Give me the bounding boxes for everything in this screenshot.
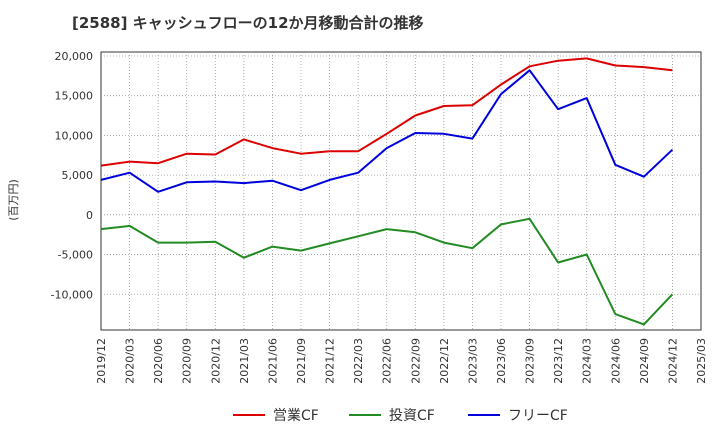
y-axis-label: (百万円) [7, 179, 20, 221]
x-tick-label: 2021/03 [238, 338, 251, 384]
legend-label: 営業CF [273, 408, 319, 424]
x-tick-label: 2022/03 [352, 338, 365, 384]
chart-title: [2588] キャッシュフローの12か月移動合計の推移 [72, 14, 424, 32]
x-tick-label: 2020/12 [209, 338, 222, 384]
y-tick-label: -5,000 [58, 249, 93, 262]
y-tick-label: 10,000 [55, 129, 94, 142]
x-tick-label: 2023/03 [466, 338, 479, 384]
x-tick-label: 2022/06 [381, 338, 394, 384]
series-line [100, 57, 673, 167]
x-tick-label: 2024/06 [609, 338, 622, 384]
x-tick-label: 2022/09 [409, 338, 422, 384]
series-line [100, 69, 674, 193]
x-tick-label: 2025/03 [695, 338, 708, 384]
x-tick-label: 2023/09 [524, 338, 537, 384]
legend: 営業CF 投資CF フリーCF [233, 408, 568, 424]
x-tick-label: 2023/12 [552, 338, 565, 384]
x-tick-label: 2019/12 [95, 338, 108, 384]
y-axis-ticks: 20,000 15,000 10,000 5,000 0 -5,000 -10,000 [51, 50, 93, 301]
x-tick-label: 2020/09 [181, 338, 194, 384]
x-tick-label: 2023/06 [495, 338, 508, 384]
x-tick-label: 2020/06 [152, 338, 165, 384]
plot-area [100, 51, 702, 331]
x-tick-label: 2024/12 [666, 338, 679, 384]
x-tick-label: 2021/12 [324, 338, 337, 384]
grid-lines [101, 52, 701, 330]
x-tick-label: 2024/09 [638, 338, 651, 384]
legend-label: 投資CF [389, 408, 435, 424]
x-tick-label: 2021/09 [295, 338, 308, 384]
y-tick-label: 5,000 [62, 169, 94, 182]
y-tick-label: 20,000 [55, 50, 94, 63]
series-line [100, 217, 674, 326]
series-lines [100, 57, 674, 326]
x-tick-label: 2021/06 [266, 338, 279, 384]
x-tick-label: 2020/03 [124, 338, 137, 384]
x-axis-ticks: 2019/12 2020/03 2020/06 2020/09 2020/12 2021/… [95, 338, 708, 384]
y-tick-label: 0 [86, 209, 93, 222]
y-tick-label: -10,000 [51, 288, 93, 301]
legend-label: フリーCF [508, 408, 568, 424]
x-tick-label: 2024/03 [581, 338, 594, 384]
y-tick-label: 15,000 [55, 90, 94, 103]
x-tick-label: 2022/12 [438, 338, 451, 384]
